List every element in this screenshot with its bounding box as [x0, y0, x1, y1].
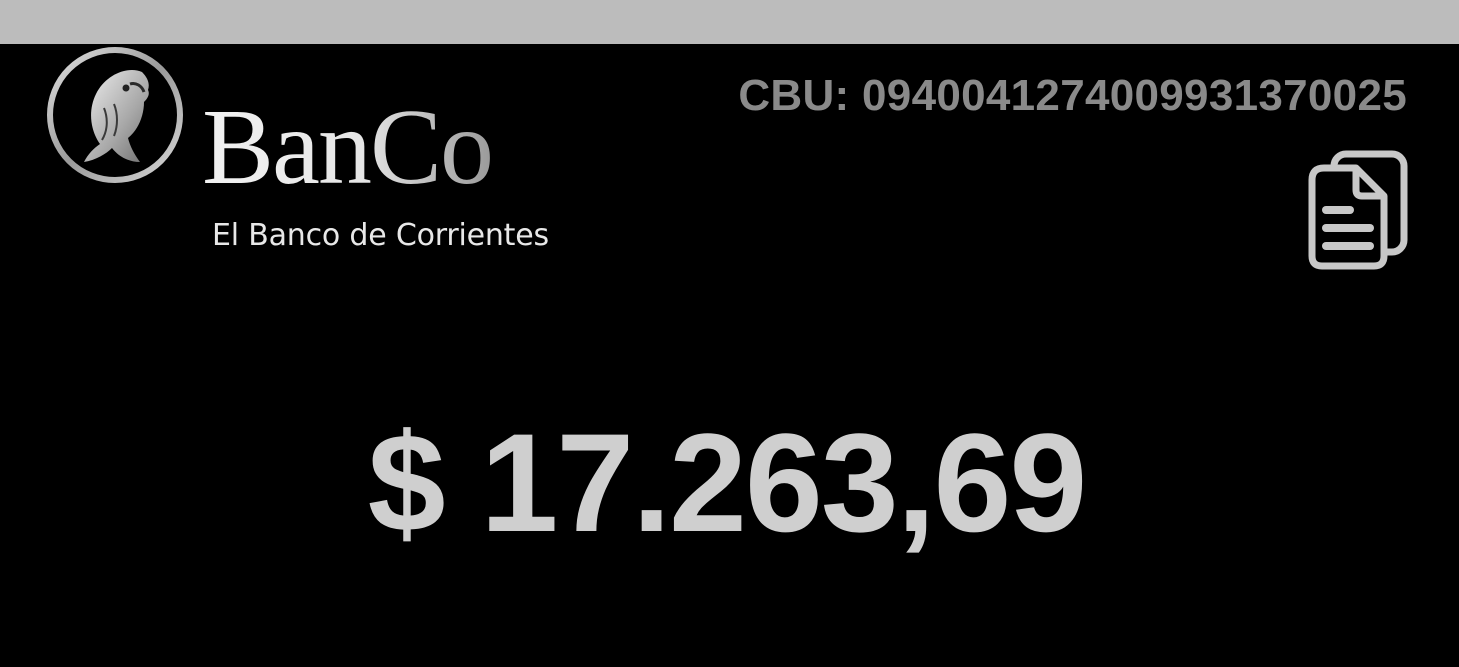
balance-amount: $ 17.263,69 — [367, 404, 1088, 561]
account-card — [0, 44, 1459, 667]
copy-documents-icon — [1308, 150, 1408, 270]
status-bar — [0, 0, 1459, 44]
account-balance: $ 17.263,69 — [0, 408, 1459, 558]
brand-name: BanCo — [202, 88, 494, 207]
brand-tagline: El Banco de Corrientes — [212, 218, 549, 253]
copy-cbu-button[interactable] — [1306, 150, 1410, 272]
bank-logo: BanCo El Banco de Corrientes — [44, 44, 564, 252]
fish-emblem-icon — [47, 47, 183, 183]
cbu-number: CBU: 0940041274009931370025 — [738, 71, 1407, 120]
